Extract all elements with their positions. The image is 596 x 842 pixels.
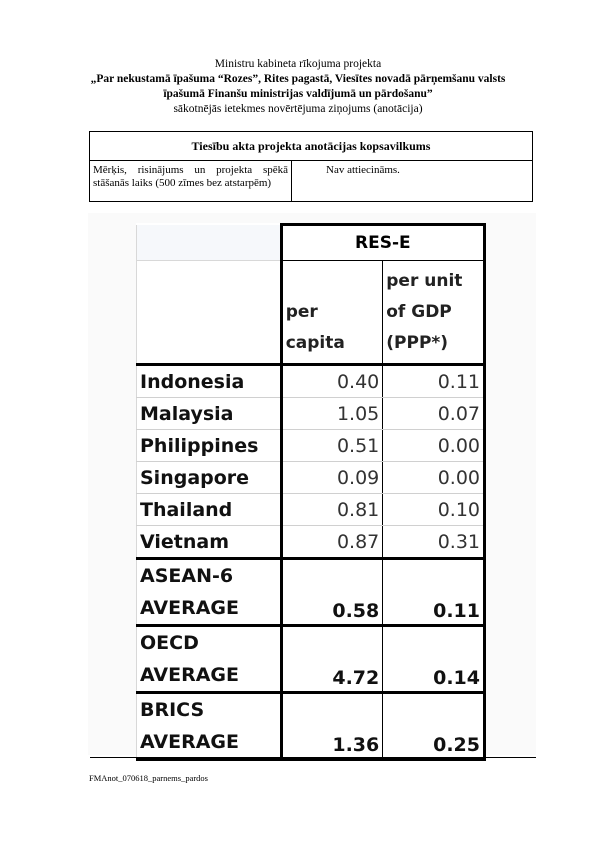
summary-row-label: Mērķis, risinājums un projekta spēkā stā… (89, 160, 292, 202)
table-row: Thailand 0.81 0.10 (136, 493, 486, 526)
per-capita-value: 0.58 (279, 558, 383, 627)
average-label: ASEAN-6 AVERAGE (136, 558, 282, 627)
res-e-figure: RES-E per capita per unit of GDP (PPP*) … (88, 213, 536, 761)
per-gdp-value: 0.14 (382, 625, 486, 694)
table-row: Philippines 0.51 0.00 (136, 429, 486, 462)
header-title-line-2: īpašumā Finanšu ministrijas valdījumā un… (163, 88, 433, 100)
col-header-per-gdp-line-2: of GDP (386, 302, 452, 322)
average-label-line-1: ASEAN-6 (140, 565, 234, 587)
average-label: OECD AVERAGE (136, 625, 282, 694)
country-name: Thailand (136, 493, 282, 526)
average-label: BRICS AVERAGE (136, 692, 282, 761)
footer-divider (90, 757, 536, 758)
header-line-4: sākotnējās ietekmes novērtējuma ziņojums… (173, 103, 423, 115)
table-row: Malaysia 1.05 0.07 (136, 397, 486, 430)
average-row: BRICS AVERAGE 1.36 0.25 (136, 692, 486, 761)
per-gdp-value: 0.11 (382, 364, 486, 398)
per-capita-value: 1.36 (279, 692, 383, 761)
per-capita-value: 4.72 (279, 625, 383, 694)
summary-row-value: Nav attiecināms. (291, 160, 533, 202)
table-row: Indonesia 0.40 0.11 (136, 364, 486, 398)
footer-filename: FMAnot_070618_parnems_pardos (89, 773, 208, 783)
average-label-line-2: AVERAGE (140, 664, 240, 686)
document-header: Ministru kabineta rīkojuma projekta „Par… (60, 57, 536, 117)
per-gdp-value: 0.25 (382, 692, 486, 761)
per-capita-value: 0.81 (279, 493, 383, 526)
table-row: Vietnam 0.87 0.31 (136, 525, 486, 560)
country-name: Vietnam (136, 525, 282, 560)
per-gdp-value: 0.00 (382, 461, 486, 494)
empty-header-cell (136, 260, 282, 366)
average-label-line-2: AVERAGE (140, 597, 240, 619)
header-line-1: Ministru kabineta rīkojuma projekta (214, 58, 382, 70)
col-header-per-gdp-line-1: per unit (386, 271, 463, 291)
summary-title: Tiesību akta projekta anotācijas kopsavi… (89, 131, 533, 161)
table-row: Singapore 0.09 0.00 (136, 461, 486, 494)
res-e-group-header: RES-E (279, 223, 487, 261)
average-row: OECD AVERAGE 4.72 0.14 (136, 625, 486, 694)
average-label-line-2: AVERAGE (140, 731, 240, 753)
col-header-per-capita-line-2: capita (285, 333, 345, 353)
per-capita-value: 1.05 (279, 397, 383, 430)
average-label-line-1: BRICS (140, 699, 205, 721)
country-name: Indonesia (136, 364, 282, 398)
per-gdp-value: 0.11 (382, 558, 486, 627)
res-e-table: RES-E per capita per unit of GDP (PPP*) … (136, 223, 487, 761)
average-label-line-1: OECD (140, 632, 199, 654)
per-capita-value: 0.87 (279, 525, 383, 560)
country-name: Singapore (136, 461, 282, 494)
per-capita-value: 0.40 (279, 364, 383, 398)
country-name: Philippines (136, 429, 282, 462)
country-name: Malaysia (136, 397, 282, 430)
per-gdp-value: 0.10 (382, 493, 486, 526)
per-gdp-value: 0.07 (382, 397, 486, 430)
per-gdp-value: 0.00 (382, 429, 486, 462)
col-header-per-gdp-line-3: (PPP*) (386, 333, 449, 353)
col-header-per-capita-line-1: per (285, 302, 318, 322)
per-capita-value: 0.51 (279, 429, 383, 462)
header-title-line-1: „Par nekustamā īpašuma “Rozes”, Rites pa… (90, 73, 506, 85)
col-header-per-gdp: per unit of GDP (PPP*) (382, 260, 486, 366)
empty-corner-cell (136, 224, 282, 261)
per-capita-value: 0.09 (279, 461, 383, 494)
summary-table: Tiesību akta projekta anotācijas kopsavi… (89, 131, 533, 202)
per-gdp-value: 0.31 (382, 525, 486, 560)
col-header-per-capita: per capita (279, 260, 383, 366)
average-row: ASEAN-6 AVERAGE 0.58 0.11 (136, 558, 486, 627)
